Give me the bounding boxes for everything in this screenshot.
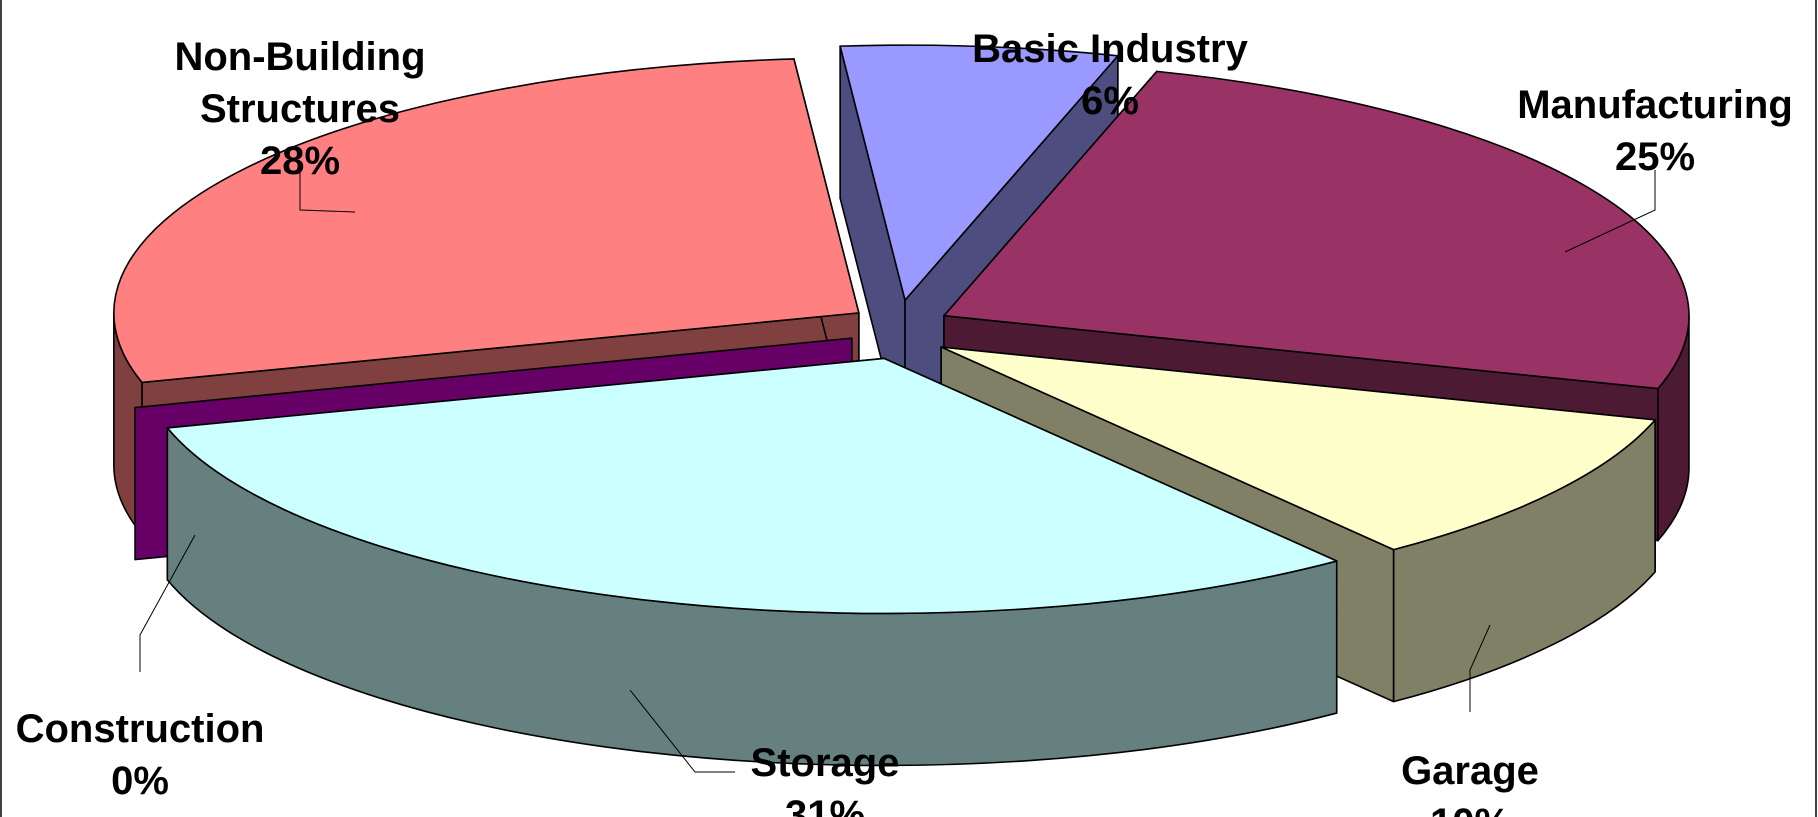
data-label-storage: Storage 31% (751, 741, 900, 817)
data-label-storage-name: Storage (751, 741, 900, 785)
leader-lines (139, 170, 1656, 773)
slice-garage-top (940, 346, 1656, 551)
data-label-basic-industry-name: Basic Industry (972, 27, 1248, 71)
data-label-basic-industry: Basic Industry 6% (972, 27, 1248, 123)
slice-storage-top (166, 357, 1338, 615)
data-label-non-building-structures: Non-Building Structures 28% (174, 35, 425, 183)
data-label-construction-percent: 0% (111, 759, 169, 803)
data-label-non-building-structures-name: Non-Building (174, 35, 425, 79)
slice-manufacturing-top (943, 70, 1690, 390)
data-label-construction-name: Construction (16, 707, 265, 751)
data-label-manufacturing-name: Manufacturing (1517, 83, 1793, 127)
slices-layer (113, 44, 1690, 767)
data-labels: Basic Industry 6% Manufacturing 25% Garage 10… (16, 27, 1793, 817)
data-label-garage: Garage 10% (1401, 749, 1539, 817)
slice-storage (166, 357, 1338, 767)
data-label-storage-percent: 31% (785, 793, 865, 817)
leader-line-construction (139, 534, 196, 672)
leader-line-non-building-structures (299, 172, 356, 213)
data-label-garage-name: Garage (1401, 749, 1539, 793)
data-label-manufacturing-percent: 25% (1615, 135, 1695, 179)
data-label-construction: Construction 0% (16, 707, 265, 803)
data-label-garage-percent: 10% (1430, 801, 1510, 817)
leader-line-manufacturing (1564, 170, 1656, 253)
data-label-manufacturing: Manufacturing 25% (1517, 83, 1793, 179)
data-label-basic-industry-percent: 6% (1081, 79, 1139, 123)
data-label-non-building-structures-name-1: Structures (200, 87, 400, 131)
slice-basic-industry-top (839, 44, 1119, 301)
slice-non-building-structures-top (113, 58, 860, 384)
leader-line-storage (629, 689, 735, 773)
data-label-non-building-structures-percent: 28% (260, 139, 340, 183)
leader-line-garage (1469, 624, 1491, 712)
